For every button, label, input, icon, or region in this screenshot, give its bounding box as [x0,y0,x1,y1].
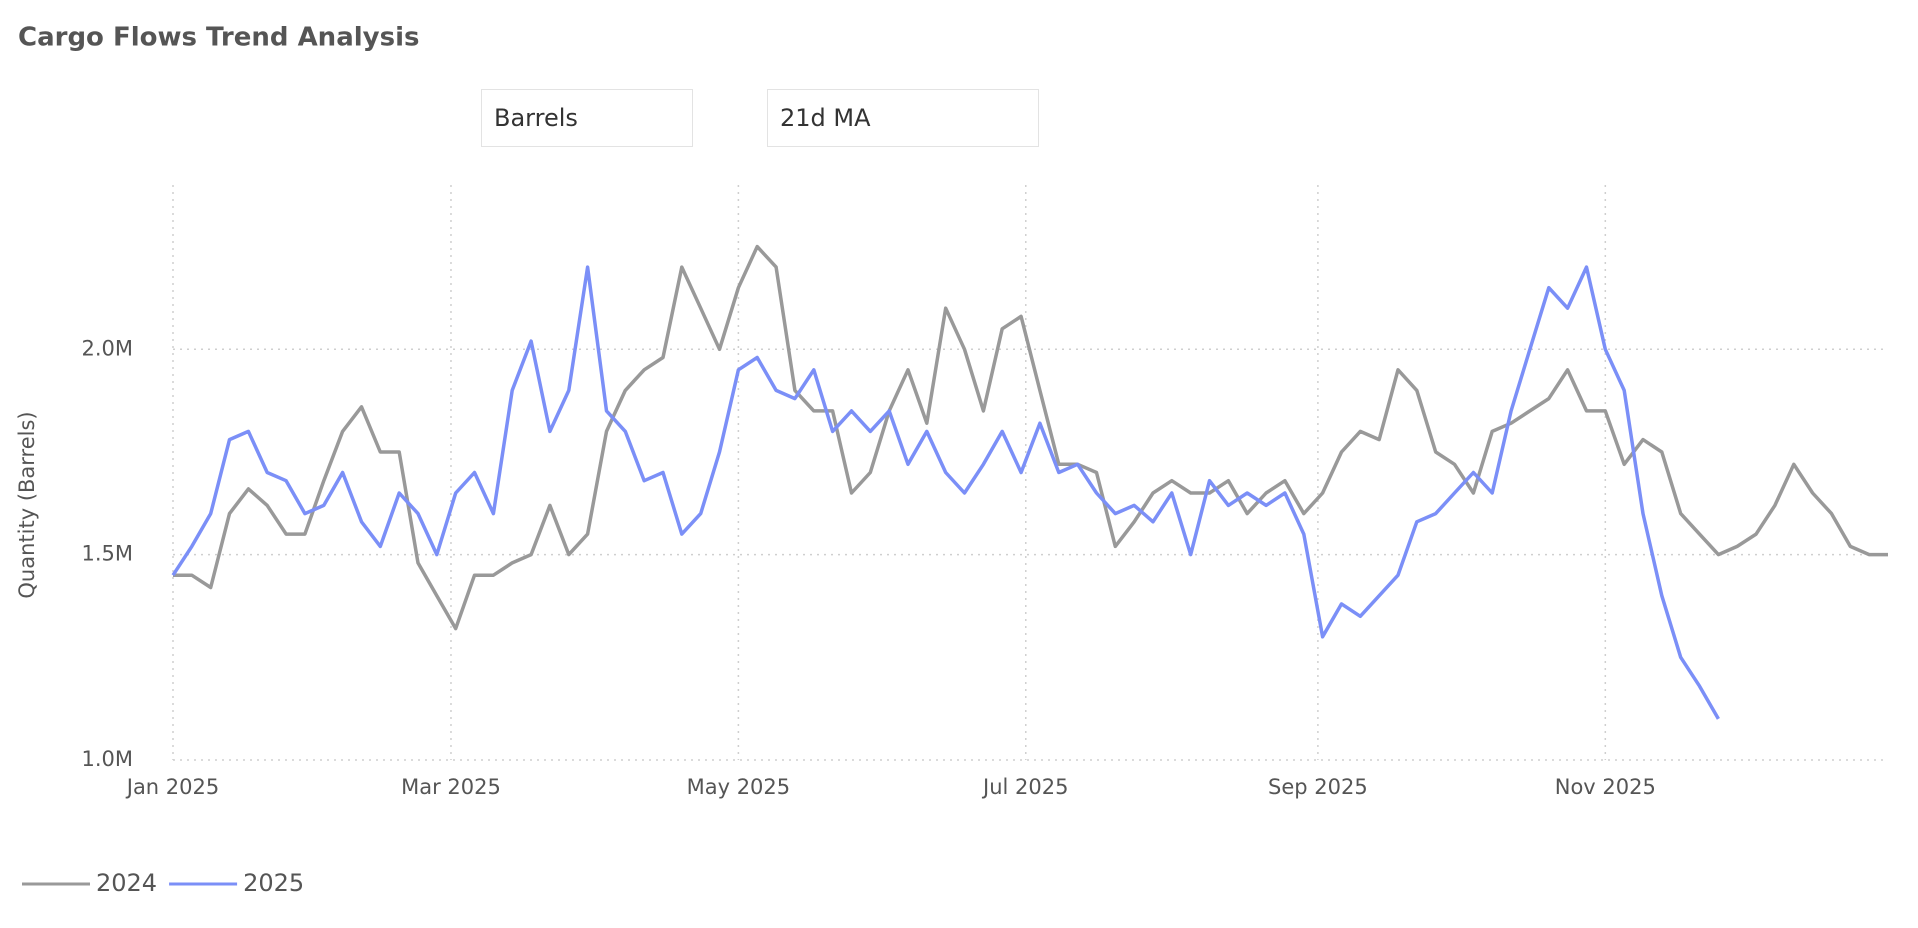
x-tick-label: May 2025 [687,775,791,799]
x-tick-label: Mar 2025 [401,775,501,799]
legend-label: 2024 [96,869,157,897]
chart-title: Cargo Flows Trend Analysis [18,23,419,53]
x-tick-label: Sep 2025 [1268,775,1368,799]
x-tick-label: Nov 2025 [1555,775,1656,799]
series-line [173,244,1888,631]
x-tick-label: Jul 2025 [981,775,1068,799]
y-tick-label: 1.0M [81,747,133,771]
x-tick-label: Jan 2025 [125,775,220,799]
y-tick-label: 1.5M [81,542,133,566]
legend-label: 2025 [243,869,304,897]
series-line [171,265,1720,720]
y-tick-label: 2.0M [81,336,133,360]
window-dropdown[interactable]: 21d MA [767,89,1039,147]
y-axis-title: Quantity (Barrels) [15,411,39,598]
unit-dropdown[interactable]: Barrels [481,89,693,147]
